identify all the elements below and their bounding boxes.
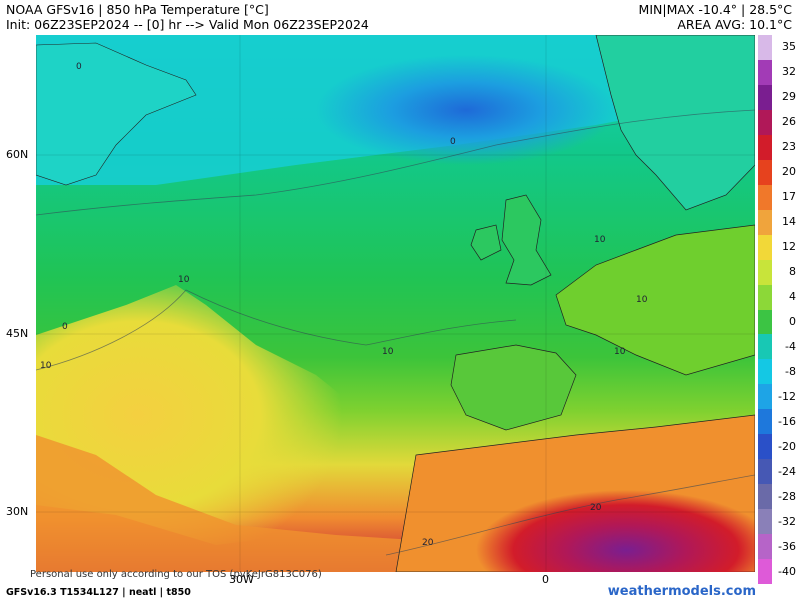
contour-label: 20 (422, 538, 434, 548)
colorbar-segment (758, 534, 772, 560)
colorbar-label: -28 (778, 489, 796, 503)
cold-pool (316, 55, 616, 165)
colorbar-label: 14 (782, 215, 796, 229)
scandinavia (595, 35, 755, 211)
colorbar-label: 23 (782, 140, 796, 154)
colorbar-segment (758, 84, 772, 110)
contour-10 (36, 289, 517, 371)
graticule (36, 35, 755, 572)
colorbar-label: -12 (778, 389, 796, 403)
colorbar-segment (758, 209, 772, 235)
colorbar-label: -40 (778, 564, 796, 578)
contour-label: 10 (636, 295, 648, 305)
great-britain (501, 194, 552, 286)
map-field (36, 35, 755, 572)
init-valid-time: Init: 06Z23SEP2024 -- [0] hr --> Valid M… (6, 17, 369, 32)
colorbar-segment (758, 509, 772, 535)
contour-20 (385, 474, 755, 556)
colorbar-label: -16 (778, 414, 796, 428)
colorbar-label: 20 (782, 165, 796, 179)
contour-label: 10 (594, 235, 606, 245)
colorbar-segment (758, 59, 772, 85)
contour-label: 20 (590, 503, 602, 513)
colorbar-segment (758, 559, 772, 585)
colorbar-segment (758, 309, 772, 335)
colorbar-label: 8 (789, 265, 796, 279)
colorbar-label: 32 (782, 65, 796, 79)
contour-label: 0 (450, 137, 456, 147)
colorbar-label: 0 (789, 314, 796, 328)
ireland (470, 224, 502, 261)
lon-tick-0: 0 (542, 573, 549, 586)
colorbar-segment (758, 334, 772, 360)
lon-tick-30w: 30W (229, 573, 254, 586)
contour-label: 10 (178, 275, 190, 285)
lat-tick-30n: 30N (6, 505, 29, 518)
colorbar-segment (758, 259, 772, 285)
contour-0 (36, 109, 755, 216)
colorbar-label: -32 (778, 514, 796, 528)
colorbar-segment (758, 284, 772, 310)
colorbar-label: -4 (785, 339, 796, 353)
colorbar-label: 35 (782, 40, 796, 54)
colorbar-segment (758, 409, 772, 435)
colorbar-segment (758, 109, 772, 135)
brand-link[interactable]: weathermodels.com (607, 584, 756, 599)
colorbar-label: -24 (778, 464, 796, 478)
tos-notice: Personal use only according to our TOS (… (30, 569, 322, 580)
warm-core (476, 490, 755, 572)
area-average-readout: AREA AVG: 10.1°C (677, 17, 792, 32)
colorbar-label: -36 (778, 539, 796, 553)
colorbar-segment (758, 134, 772, 160)
colorbar-label: 12 (782, 240, 796, 254)
continental-europe (555, 224, 755, 376)
colorbar-label: 29 (782, 90, 796, 104)
colorbar-segment (758, 35, 772, 60)
contour-label: 10 (40, 361, 52, 371)
colorbar-segment (758, 384, 772, 410)
colorbar-segment (758, 484, 772, 510)
lat-tick-45n: 45N (6, 327, 29, 340)
colorbar-label: 26 (782, 115, 796, 129)
colorbar-segment (758, 184, 772, 210)
greenland (36, 42, 197, 186)
min-max-readout: MIN|MAX -10.4° | 28.5°C (638, 2, 792, 17)
colorbar-segment (758, 234, 772, 260)
map-title: NOAA GFSv16 | 850 hPa Temperature [°C] (6, 2, 269, 17)
contour-label: 10 (614, 347, 626, 357)
lat-tick-60n: 60N (6, 148, 29, 161)
colorbar-segment (758, 434, 772, 460)
colorbar-label: 17 (782, 190, 796, 204)
colorbar-label: -20 (778, 439, 796, 453)
contour-label: 10 (382, 347, 394, 357)
model-info: GFSv16.3 T1534L127 | neatl | t850 (6, 587, 191, 598)
colorbar-segment (758, 459, 772, 485)
temperature-map[interactable]: 0 0 10 0 10 10 10 10 10 20 20 (36, 35, 755, 572)
colorbar-segment (758, 359, 772, 385)
contour-label: 0 (76, 62, 82, 72)
colorbar-segment (758, 159, 772, 185)
colorbar-label: -8 (785, 364, 796, 378)
contour-label: 0 (62, 322, 68, 332)
iberia (450, 344, 577, 431)
colorbar-label: 4 (789, 290, 796, 304)
colorbar (758, 35, 772, 585)
